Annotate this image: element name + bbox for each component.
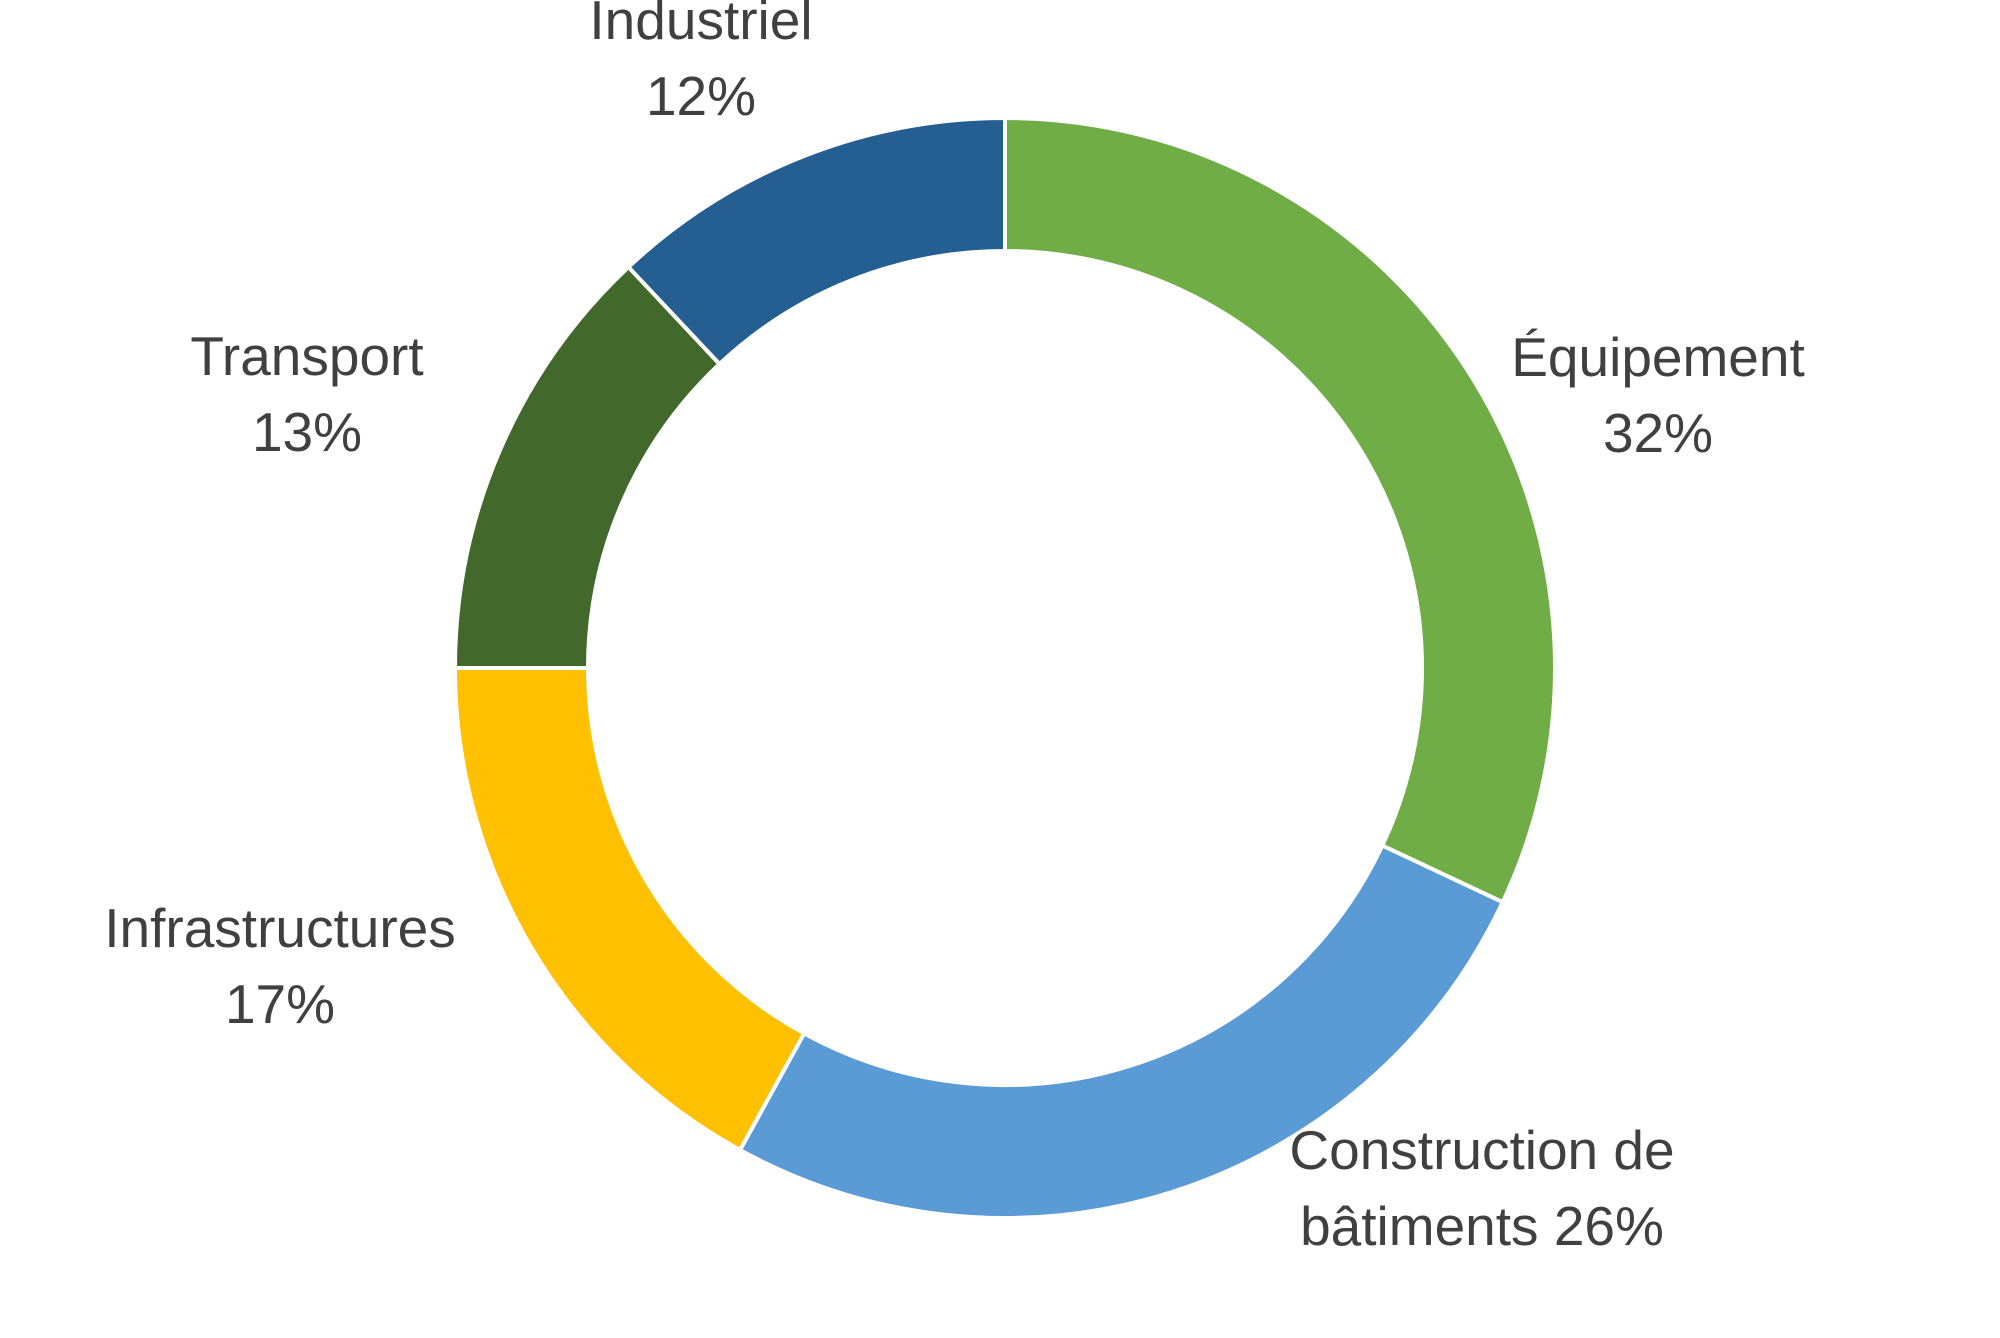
slices-layer	[452, 115, 1557, 1220]
label-line-category: Transport	[190, 325, 423, 387]
slice-infrastructures	[452, 666, 807, 1153]
label-line-category: Équipement	[1511, 326, 1805, 388]
label-line-category: Construction de	[1289, 1119, 1674, 1181]
label-line-percent: 17%	[225, 973, 335, 1035]
labels-layer: Équipement 32% Construction de bâtiments 26…	[104, 0, 1805, 1257]
data-label-transport: Transport 13%	[190, 325, 423, 463]
slice-transport	[452, 264, 723, 670]
data-label-equipement: Équipement 32%	[1511, 326, 1805, 464]
label-line-category: Infrastructures	[104, 897, 456, 959]
label-line-percent: 13%	[252, 401, 362, 463]
data-label-industriel: Industriel 12%	[589, 0, 812, 127]
slice-industriel	[625, 115, 1007, 367]
data-label-infrastructures: Infrastructures 17%	[104, 897, 456, 1035]
label-line-percent: 12%	[646, 65, 756, 127]
label-line-category: Industriel	[589, 0, 812, 51]
slice-equipement	[1003, 115, 1557, 905]
slice-construction-de-batiments	[737, 842, 1506, 1220]
label-line-percent: bâtiments 26%	[1300, 1195, 1664, 1257]
data-label-construction-de-batiments: Construction de bâtiments 26%	[1289, 1119, 1674, 1257]
label-line-percent: 32%	[1603, 402, 1713, 464]
